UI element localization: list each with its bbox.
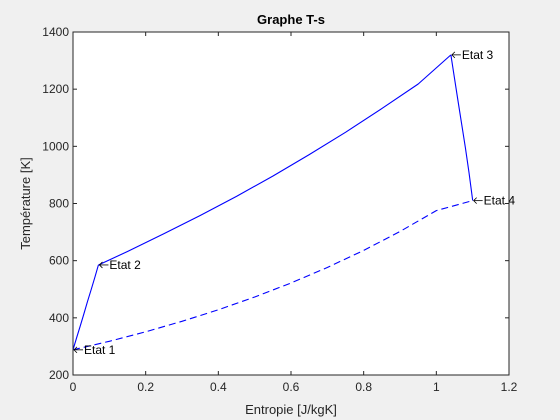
x-tick-label: 1 (433, 380, 440, 394)
ticks-layer: 0 0.2 0.4 0.6 0.8 1 1.2 200 400 600 800 1000 1200 140… (42, 25, 517, 394)
x-tick-label: 0.2 (137, 380, 154, 394)
y-tick-label: 1400 (42, 25, 69, 39)
y-axis-label: Température [K] (18, 157, 33, 250)
y-tick-label: 800 (49, 197, 69, 211)
annotation-label: Etat 1 (84, 343, 116, 357)
annotation-label: Etat 4 (484, 194, 516, 208)
x-tick-label: 0 (70, 380, 77, 394)
annotation-etat-1: Etat 1 (73, 343, 116, 357)
annotation-etat-3: Etat 3 (451, 48, 494, 62)
y-tick-label: 1200 (42, 82, 69, 96)
series-layer (72, 54, 474, 351)
y-tick-label: 1000 (42, 139, 69, 153)
annotation-label: Etat 3 (462, 48, 494, 62)
series-line-3 (450, 54, 474, 201)
annotation-arrow-head (473, 197, 477, 204)
annotation-layer: Etat 1 Etat 2 Etat 3 Etat 4 (73, 48, 516, 357)
annotation-arrow-head (451, 51, 456, 59)
y-tick-label: 400 (49, 311, 69, 325)
annotation-etat-2: Etat 2 (98, 258, 141, 272)
y-tick-label: 200 (49, 368, 69, 382)
x-tick-label: 0.4 (210, 380, 227, 394)
x-tick-label: 1.2 (501, 380, 518, 394)
series-line-2 (98, 54, 452, 266)
annotation-arrow-head (73, 346, 78, 354)
annotation-label: Etat 2 (109, 258, 141, 272)
x-axis-label: Entropie [J/kgK] (245, 402, 337, 417)
chart-title: Graphe T-s (257, 12, 325, 27)
x-tick-label: 0.8 (355, 380, 372, 394)
annotation-etat-4: Etat 4 (473, 194, 516, 208)
plot-area (73, 32, 509, 375)
y-tick-label: 600 (49, 254, 69, 268)
x-tick-label: 0.6 (283, 380, 300, 394)
annotation-arrow-head (98, 261, 103, 269)
series-line-1 (72, 264, 99, 350)
series-line-dashed (72, 200, 473, 351)
